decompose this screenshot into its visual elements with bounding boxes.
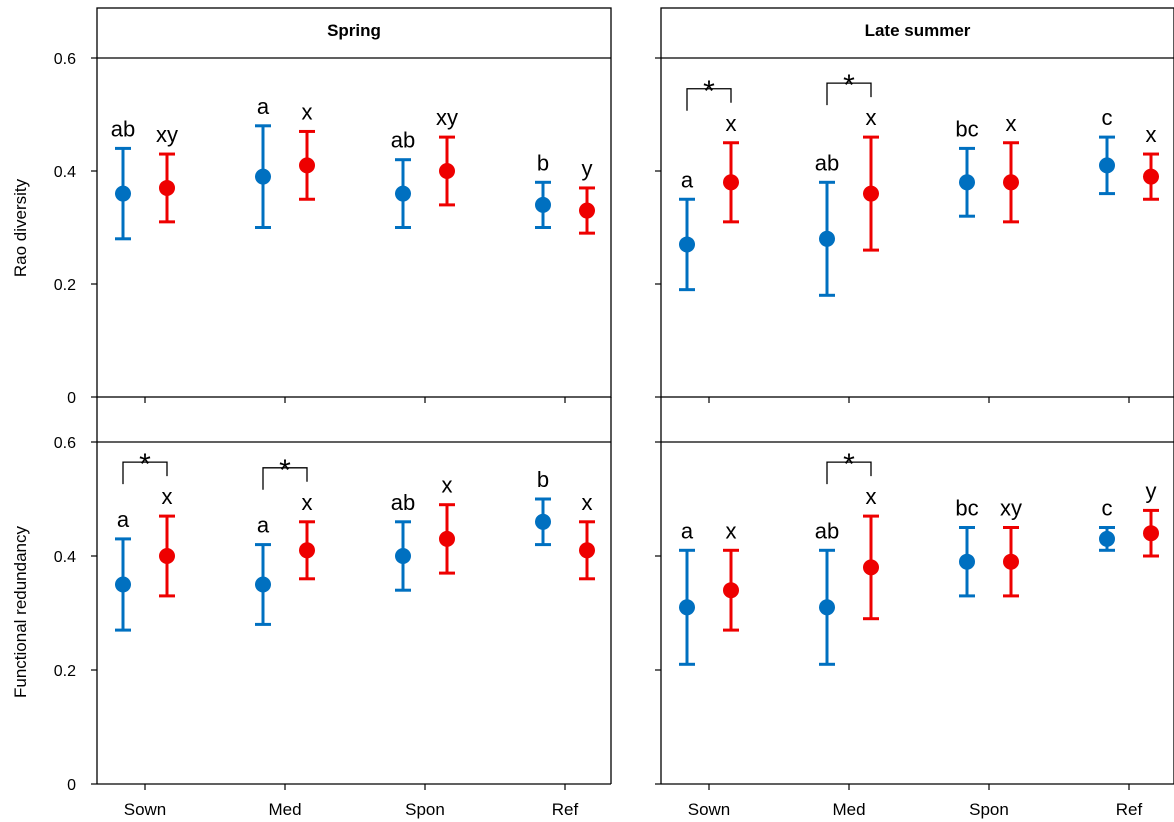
point-red xyxy=(579,202,595,219)
point-blue xyxy=(959,553,975,570)
point-red xyxy=(439,163,455,179)
significance-letter-blue: c xyxy=(1102,496,1113,521)
significance-letter-blue: a xyxy=(681,518,694,543)
significance-letter-blue: b xyxy=(537,150,549,175)
y-tick-label: 0.4 xyxy=(54,164,76,181)
significance-letter-blue: ab xyxy=(111,116,135,141)
significance-star: * xyxy=(843,69,855,102)
significance-letter-blue: c xyxy=(1102,105,1113,130)
panel-title: Spring xyxy=(327,21,381,40)
y-axis-label: Functional redundancy xyxy=(11,526,30,699)
significance-bracket xyxy=(122,461,168,485)
significance-letter-blue: a xyxy=(257,513,270,538)
x-category-label: Med xyxy=(268,800,301,819)
significance-letter-blue: bc xyxy=(955,496,978,521)
y-tick-label: 0 xyxy=(67,777,76,794)
significance-letter-red: x xyxy=(866,105,877,130)
significance-letter-red: x xyxy=(442,473,453,498)
significance-letter-red: y xyxy=(582,156,593,181)
x-category-label: Ref xyxy=(552,800,579,819)
point-red xyxy=(723,174,739,191)
point-red xyxy=(1003,174,1019,191)
x-category-label: Spon xyxy=(969,800,1009,819)
point-blue xyxy=(255,576,271,593)
significance-letter-red: x xyxy=(726,518,737,543)
significance-letter-blue: a xyxy=(681,167,694,192)
significance-letter-blue: ab xyxy=(391,490,415,515)
point-red xyxy=(1003,553,1019,570)
point-blue xyxy=(115,185,131,202)
x-category-label: Sown xyxy=(688,800,731,819)
point-blue xyxy=(1099,157,1115,174)
point-red xyxy=(299,157,315,174)
significance-letter-red: x xyxy=(302,490,313,515)
significance-letter-red: x xyxy=(726,111,737,136)
point-blue xyxy=(395,548,411,564)
significance-letter-blue: b xyxy=(537,467,549,492)
y-tick-label: 0.6 xyxy=(54,435,76,452)
point-blue xyxy=(535,513,551,530)
significance-letter-red: x xyxy=(1006,111,1017,136)
panel-title: Late summer xyxy=(865,21,971,40)
y-tick-label: 0.2 xyxy=(54,277,76,294)
significance-star: * xyxy=(139,448,151,481)
point-blue xyxy=(115,576,131,593)
significance-star: * xyxy=(703,75,715,108)
significance-letter-blue: bc xyxy=(955,116,978,141)
significance-letter-red: x xyxy=(582,490,593,515)
significance-letter-red: xy xyxy=(436,105,458,130)
point-red xyxy=(723,582,739,599)
significance-bracket xyxy=(686,88,732,111)
significance-letter-blue: a xyxy=(257,94,270,119)
point-blue xyxy=(535,196,551,213)
point-red xyxy=(159,179,175,196)
point-blue xyxy=(679,236,695,253)
significance-bracket xyxy=(826,82,872,106)
x-category-label: Med xyxy=(832,800,865,819)
point-red xyxy=(1143,168,1159,185)
point-blue xyxy=(819,599,835,616)
significance-letter-blue: ab xyxy=(815,150,839,175)
point-blue xyxy=(395,185,411,202)
significance-star: * xyxy=(843,448,855,481)
point-red xyxy=(1143,525,1159,542)
point-blue xyxy=(679,599,695,616)
x-category-label: Ref xyxy=(1116,800,1143,819)
x-category-label: Spon xyxy=(405,800,445,819)
significance-letter-blue: ab xyxy=(391,128,415,153)
point-red xyxy=(863,185,879,202)
significance-letter-blue: ab xyxy=(815,518,839,543)
x-category-label: Sown xyxy=(124,800,167,819)
point-blue xyxy=(1099,530,1115,547)
significance-letter-red: x xyxy=(866,484,877,509)
panel-frame xyxy=(96,7,612,398)
point-red xyxy=(159,548,175,564)
point-red xyxy=(439,530,455,547)
y-tick-label: 0.2 xyxy=(54,663,76,680)
significance-letter-red: x xyxy=(1146,122,1157,147)
significance-bracket xyxy=(826,461,872,485)
y-tick-label: 0.6 xyxy=(54,51,76,68)
y-axis-label: Rao diversity xyxy=(11,178,30,277)
panel-frame xyxy=(660,7,1174,398)
significance-letter-red: y xyxy=(1146,478,1157,503)
point-red xyxy=(299,542,315,559)
significance-star: * xyxy=(279,454,291,487)
y-tick-label: 0.4 xyxy=(54,549,76,566)
point-blue xyxy=(819,230,835,247)
significance-letter-red: xy xyxy=(156,122,178,147)
point-blue xyxy=(959,174,975,191)
significance-letter-red: x xyxy=(302,99,313,124)
y-tick-label: 0 xyxy=(67,390,76,407)
significance-letter-red: x xyxy=(162,484,173,509)
point-blue xyxy=(255,168,271,185)
point-red xyxy=(863,559,879,576)
significance-letter-blue: a xyxy=(117,507,130,532)
significance-letter-red: xy xyxy=(1000,496,1022,521)
significance-bracket xyxy=(262,467,308,490)
point-red xyxy=(579,542,595,559)
